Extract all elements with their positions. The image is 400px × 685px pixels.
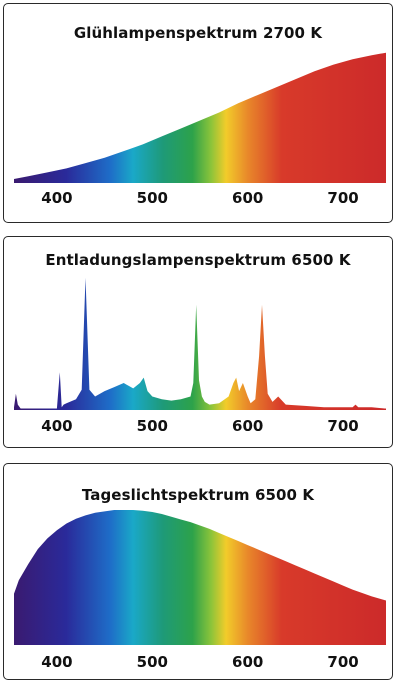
daylight-x-tick: 700 xyxy=(327,653,358,671)
incandescent-spectrum-area xyxy=(14,52,386,184)
discharge-baseline xyxy=(14,408,386,410)
discharge-title: Entladungslampenspektrum 6500 K xyxy=(45,251,351,269)
incandescent-x-tick: 400 xyxy=(41,189,72,207)
discharge-x-tick: 600 xyxy=(232,417,263,435)
discharge-panel: Entladungslampenspektrum 6500 K xyxy=(3,236,393,448)
daylight-title: Tageslichtspektrum 6500 K xyxy=(81,486,315,504)
incandescent-title: Glühlampenspektrum 2700 K xyxy=(73,24,323,42)
daylight-spectrum-area xyxy=(14,510,386,645)
daylight-x-tick: 500 xyxy=(137,653,168,671)
discharge-x-tick: 400 xyxy=(41,417,72,435)
incandescent-x-tick: 600 xyxy=(232,189,263,207)
discharge-spectrum-area xyxy=(14,277,386,410)
daylight-x-tick: 600 xyxy=(232,653,263,671)
incandescent-x-tick: 700 xyxy=(327,189,358,207)
daylight-x-tick: 400 xyxy=(41,653,72,671)
incandescent-x-tick: 500 xyxy=(137,189,168,207)
discharge-x-tick: 700 xyxy=(327,417,358,435)
discharge-x-tick: 500 xyxy=(137,417,168,435)
